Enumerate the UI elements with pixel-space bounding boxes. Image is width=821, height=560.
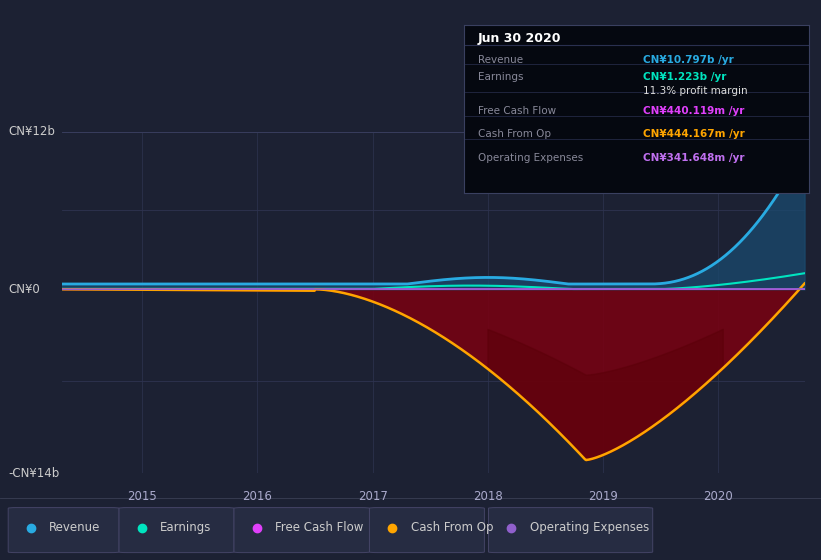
Text: -CN¥14b: -CN¥14b	[8, 466, 59, 480]
Text: Free Cash Flow: Free Cash Flow	[275, 521, 364, 534]
Text: Revenue: Revenue	[49, 521, 101, 534]
FancyBboxPatch shape	[488, 507, 653, 553]
Text: Operating Expenses: Operating Expenses	[530, 521, 649, 534]
Text: CN¥1.223b /yr: CN¥1.223b /yr	[643, 72, 727, 82]
Text: CN¥10.797b /yr: CN¥10.797b /yr	[643, 55, 734, 66]
Text: 2020: 2020	[704, 490, 733, 503]
Text: CN¥444.167m /yr: CN¥444.167m /yr	[643, 129, 745, 139]
Text: Cash From Op: Cash From Op	[478, 129, 551, 139]
Text: Revenue: Revenue	[478, 55, 523, 66]
Text: Jun 30 2020: Jun 30 2020	[478, 32, 562, 45]
Text: Free Cash Flow: Free Cash Flow	[478, 106, 556, 116]
Text: CN¥0: CN¥0	[8, 283, 40, 296]
Text: Earnings: Earnings	[478, 72, 523, 82]
Text: 2016: 2016	[242, 490, 273, 503]
Text: 2017: 2017	[358, 490, 388, 503]
FancyBboxPatch shape	[369, 507, 484, 553]
FancyBboxPatch shape	[8, 507, 119, 553]
Text: Cash From Op: Cash From Op	[410, 521, 493, 534]
Text: 11.3% profit margin: 11.3% profit margin	[643, 86, 748, 96]
Text: Earnings: Earnings	[160, 521, 212, 534]
Text: Operating Expenses: Operating Expenses	[478, 153, 583, 163]
Text: 2019: 2019	[588, 490, 618, 503]
Text: CN¥12b: CN¥12b	[8, 125, 55, 138]
Text: 2018: 2018	[473, 490, 502, 503]
Text: CN¥341.648m /yr: CN¥341.648m /yr	[643, 153, 745, 163]
Text: CN¥440.119m /yr: CN¥440.119m /yr	[643, 106, 745, 116]
FancyBboxPatch shape	[119, 507, 234, 553]
Text: 2015: 2015	[127, 490, 157, 503]
FancyBboxPatch shape	[234, 507, 369, 553]
